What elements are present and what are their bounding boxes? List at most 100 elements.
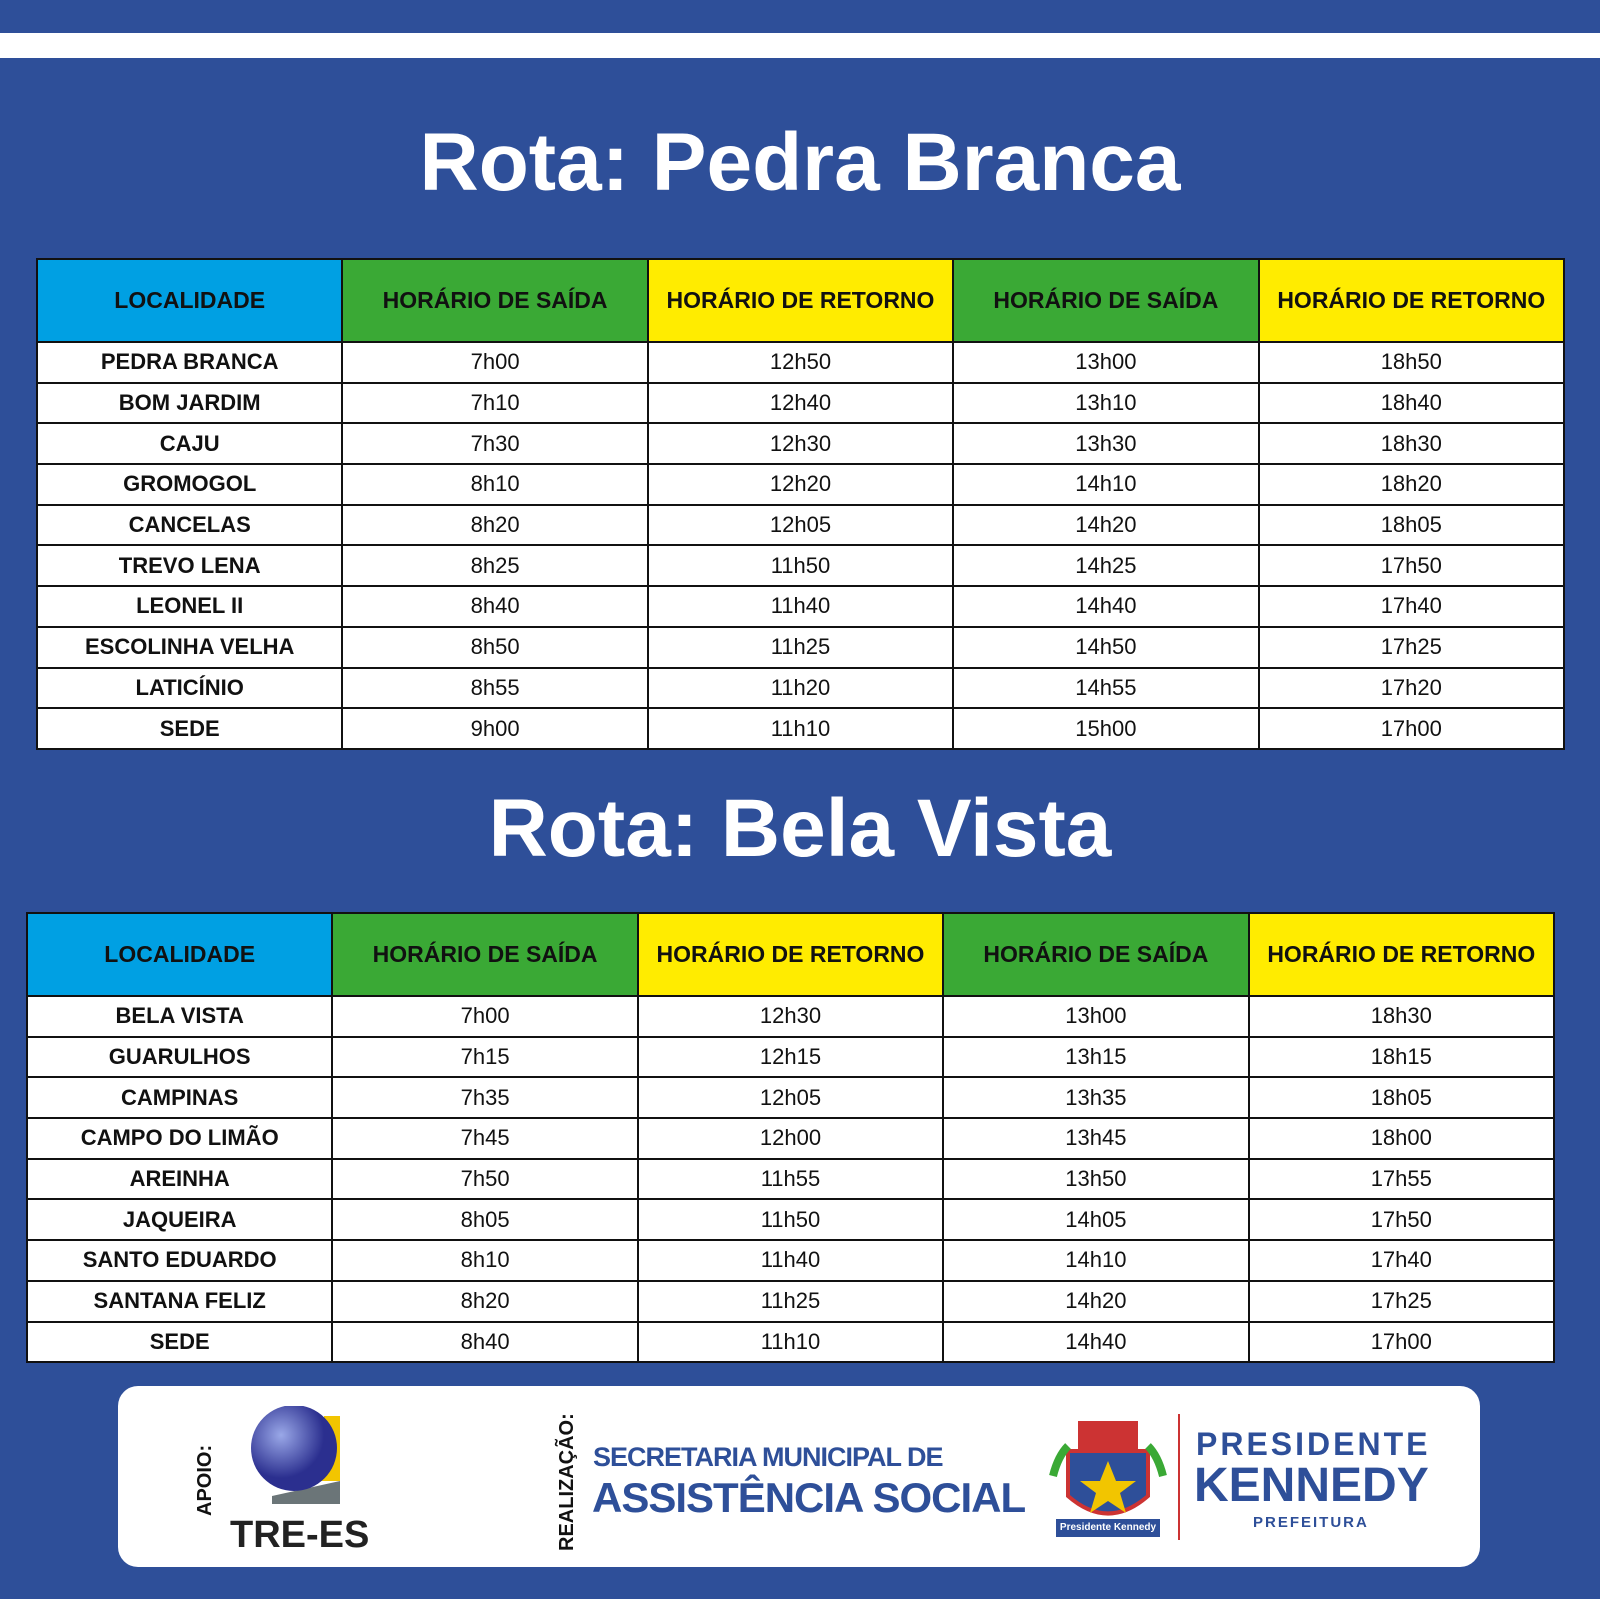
table-row: CAMPO DO LIMÃO 7h45 12h00 13h45 18h00 <box>25 1117 1556 1160</box>
crest-text: Presidente Kennedy <box>1059 1522 1157 1533</box>
time-cell: 7h15 <box>331 1035 639 1079</box>
time-cell: 8h05 <box>331 1198 639 1242</box>
location-cell: SANTO EDUARDO <box>25 1239 334 1282</box>
time-cell: 12h00 <box>636 1117 945 1160</box>
schedule-table: LOCALIDADE HORÁRIO DE SAÍDA HORÁRIO DE RET… <box>25 912 1556 1364</box>
time-cell: 12h30 <box>636 995 945 1038</box>
table-row: SANTO EDUARDO 8h10 11h40 14h10 17h40 <box>25 1239 1556 1282</box>
location-cell: BOM JARDIM <box>35 381 344 425</box>
time-cell: 11h50 <box>636 1198 945 1242</box>
header-cell: HORÁRIO DE RETORNO <box>636 912 945 997</box>
time-cell: 8h20 <box>341 503 649 547</box>
time-cell: 14h20 <box>952 503 1260 547</box>
header-row: LOCALIDADE HORÁRIO DE SAÍDA HORÁRIO DE RET… <box>25 912 1556 997</box>
location-cell: SEDE <box>35 707 344 750</box>
time-cell: 7h30 <box>341 422 649 466</box>
time-cell: 12h50 <box>646 341 955 384</box>
time-cell: 8h25 <box>341 544 649 588</box>
time-cell: 13h00 <box>942 995 1250 1038</box>
time-cell: 17h20 <box>1257 666 1566 710</box>
time-cell: 18h50 <box>1257 341 1566 384</box>
time-cell: 14h10 <box>942 1239 1250 1282</box>
time-cell: 18h30 <box>1247 995 1556 1038</box>
time-cell: 17h25 <box>1247 1279 1556 1323</box>
location-cell: AREINHA <box>25 1157 334 1201</box>
table-row: AREINHA 7h50 11h55 13h50 17h55 <box>25 1157 1556 1201</box>
route-title: Rota: Pedra Branca <box>419 117 1181 208</box>
location-cell: CAJU <box>35 422 344 466</box>
top-stripe <box>0 33 1600 58</box>
time-cell: 11h55 <box>636 1157 945 1201</box>
time-cell: 17h55 <box>1247 1157 1556 1201</box>
time-cell: 14h10 <box>952 463 1260 506</box>
time-cell: 18h15 <box>1247 1035 1556 1079</box>
table-row: BELA VISTA 7h00 12h30 13h00 18h30 <box>25 995 1556 1038</box>
time-cell: 14h25 <box>952 544 1260 588</box>
table-row: SEDE 8h40 11h10 14h40 17h00 <box>25 1320 1556 1364</box>
table-row: CANCELAS 8h20 12h05 14h20 18h05 <box>35 503 1566 547</box>
time-cell: 7h45 <box>331 1117 639 1160</box>
location-cell: GROMOGOL <box>35 463 344 506</box>
time-cell: 17h00 <box>1247 1320 1556 1364</box>
time-cell: 13h15 <box>942 1035 1250 1079</box>
header-cell: HORÁRIO DE RETORNO <box>1257 258 1566 343</box>
location-cell: JAQUEIRA <box>25 1198 334 1242</box>
time-cell: 14h50 <box>952 625 1260 669</box>
location-cell: SANTANA FELIZ <box>25 1279 334 1323</box>
time-cell: 7h00 <box>341 341 649 384</box>
time-cell: 12h40 <box>646 381 955 425</box>
time-cell: 14h20 <box>942 1279 1250 1323</box>
time-cell: 9h00 <box>341 707 649 750</box>
time-cell: 7h00 <box>331 995 639 1038</box>
apoio-label: APOIO: <box>194 1444 216 1516</box>
time-cell: 8h20 <box>331 1279 639 1323</box>
time-cell: 8h50 <box>341 625 649 669</box>
table-row: CAJU 7h30 12h30 13h30 18h30 <box>35 422 1566 466</box>
time-cell: 11h20 <box>646 666 955 710</box>
time-cell: 14h55 <box>952 666 1260 710</box>
time-cell: 8h55 <box>341 666 649 710</box>
tre-es-text: TRE-ES <box>230 1514 370 1556</box>
location-cell: SEDE <box>25 1320 334 1364</box>
time-cell: 7h10 <box>341 381 649 425</box>
time-cell: 17h40 <box>1257 585 1566 628</box>
time-cell: 13h00 <box>952 341 1260 384</box>
crest <box>1049 1421 1167 1537</box>
header-cell: HORÁRIO DE SAÍDA <box>952 258 1260 343</box>
time-cell: 14h40 <box>952 585 1260 628</box>
time-cell: 8h40 <box>331 1320 639 1364</box>
header-cell: LOCALIDADE <box>35 258 344 343</box>
time-cell: 11h25 <box>646 625 955 669</box>
time-cell: 12h20 <box>646 463 955 506</box>
time-cell: 13h45 <box>942 1117 1250 1160</box>
time-cell: 7h50 <box>331 1157 639 1201</box>
time-cell: 14h05 <box>942 1198 1250 1242</box>
time-cell: 13h50 <box>942 1157 1250 1201</box>
location-cell: TREVO LENA <box>35 544 344 588</box>
time-cell: 17h50 <box>1257 544 1566 588</box>
location-cell: PEDRA BRANCA <box>35 341 344 384</box>
location-cell: CAMPO DO LIMÃO <box>25 1117 334 1160</box>
time-cell: 17h25 <box>1257 625 1566 669</box>
time-cell: 11h25 <box>636 1279 945 1323</box>
time-cell: 18h05 <box>1247 1076 1556 1120</box>
time-cell: 11h50 <box>646 544 955 588</box>
location-cell: GUARULHOS <box>25 1035 334 1079</box>
table-row: LATICÍNIO 8h55 11h20 14h55 17h20 <box>35 666 1566 710</box>
time-cell: 8h40 <box>341 585 649 628</box>
schedule-table: LOCALIDADE HORÁRIO DE SAÍDA HORÁRIO DE RET… <box>35 258 1566 750</box>
location-cell: CANCELAS <box>35 503 344 547</box>
time-cell: 8h10 <box>341 463 649 506</box>
location-cell: ESCOLINHA VELHA <box>35 625 344 669</box>
time-cell: 12h30 <box>646 422 955 466</box>
time-cell: 11h40 <box>636 1239 945 1282</box>
location-cell: CAMPINAS <box>25 1076 334 1120</box>
location-cell: BELA VISTA <box>25 995 334 1038</box>
table-row: GUARULHOS 7h15 12h15 13h15 18h15 <box>25 1035 1556 1079</box>
location-cell: LEONEL II <box>35 585 344 628</box>
brand-line: KENNEDY <box>1194 1459 1429 1512</box>
secretaria-line: SECRETARIA MUNICIPAL DE <box>593 1442 944 1472</box>
header-row: LOCALIDADE HORÁRIO DE SAÍDA HORÁRIO DE RET… <box>35 258 1566 343</box>
time-cell: 18h00 <box>1247 1117 1556 1160</box>
